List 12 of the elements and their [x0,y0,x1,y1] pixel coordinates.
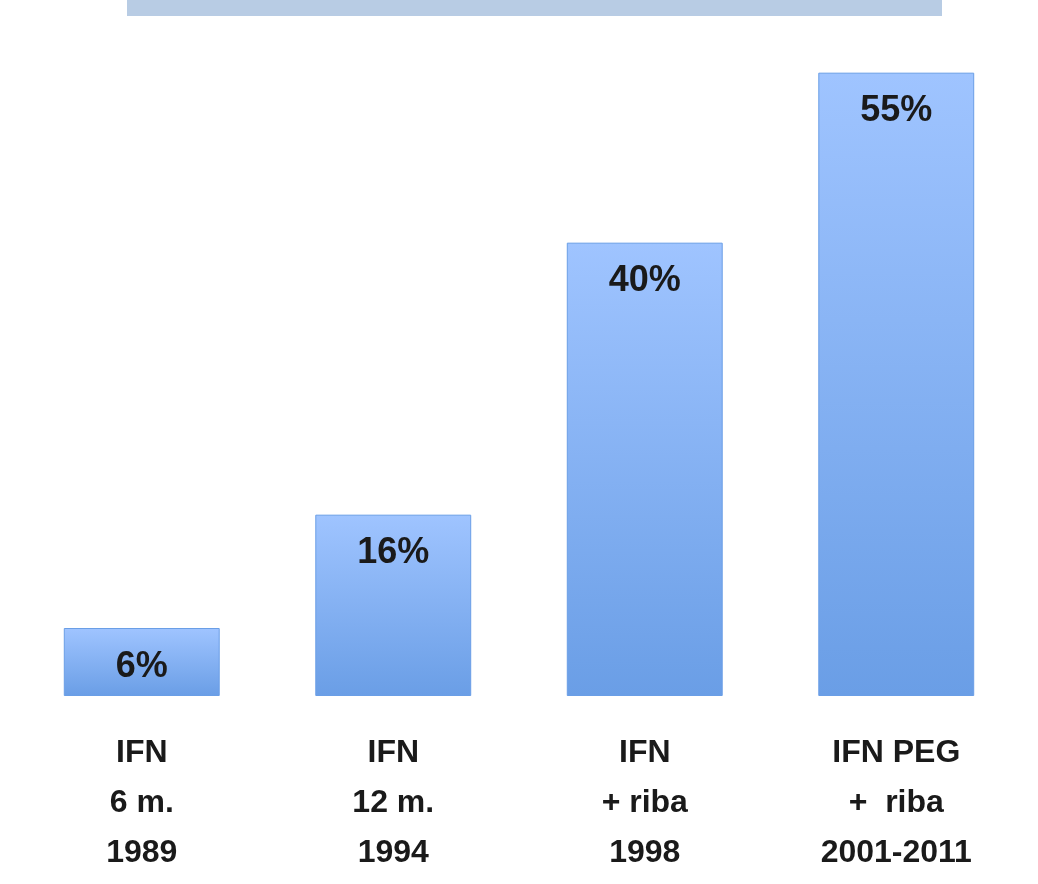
bar [63,628,220,696]
bar [818,72,975,696]
x-tick-label: IFN 12 m. 1994 [352,733,435,869]
data-label: 55% [860,88,933,130]
x-tick-label: IFN 6 m. 1989 [106,733,178,869]
x-tick-label: IFN + riba 1998 [601,733,689,869]
bar [566,242,723,696]
data-label: 6% [115,643,168,685]
bar [315,514,472,696]
data-label: 40% [608,258,681,300]
x-tick-label: IFN PEG + riba 2001-2011 [820,733,972,869]
data-label: 16% [357,530,430,572]
